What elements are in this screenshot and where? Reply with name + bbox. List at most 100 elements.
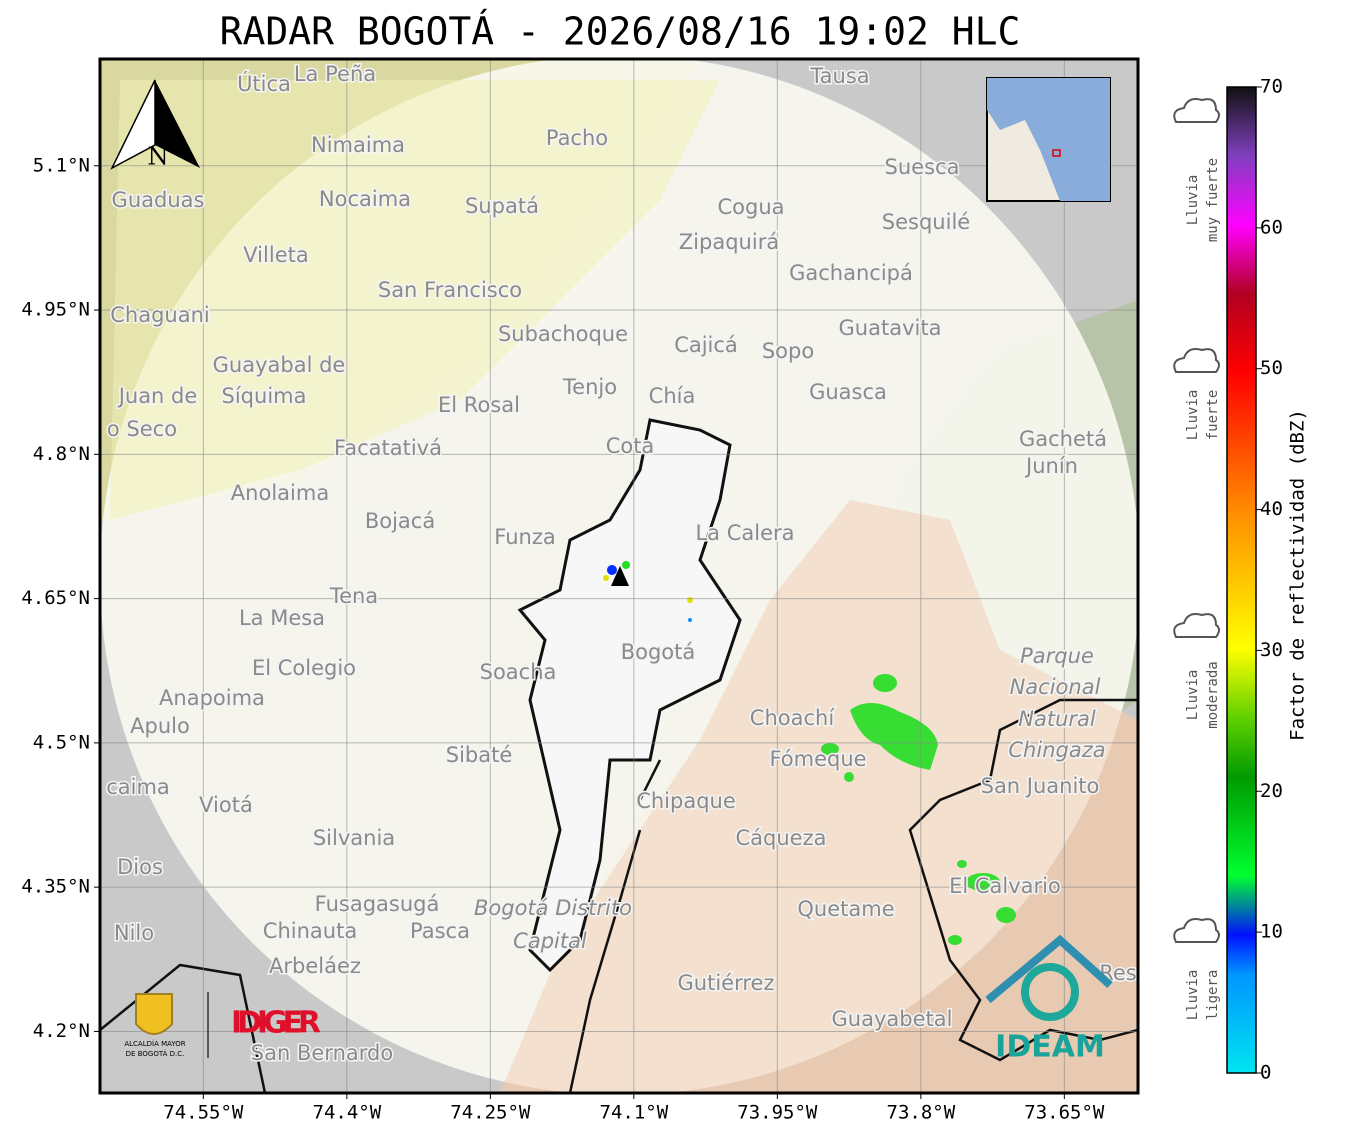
place-label: Sesquilé — [882, 210, 970, 234]
colorbar-tick-label: 0 — [1260, 1062, 1271, 1084]
colorbar-tick-label: 30 — [1260, 639, 1283, 661]
place-label: Nimaima — [311, 133, 405, 157]
place-label: San Francisco — [378, 278, 522, 302]
x-tick-label: 74.4°W — [313, 1102, 382, 1124]
place-label: Facatativá — [334, 436, 442, 460]
place-label: Suesca — [885, 155, 960, 179]
place-label: Gachetá — [1019, 427, 1107, 451]
rain-category-label: ligera — [1205, 970, 1221, 1021]
place-label: Fusagasugá — [315, 892, 440, 916]
rain-category-label: Lluvia — [1185, 970, 1201, 1021]
place-label: Capital — [513, 929, 587, 953]
north-label: N — [148, 143, 169, 171]
x-tick-label: 74.1°W — [600, 1102, 669, 1124]
place-label: Cota — [606, 434, 655, 458]
place-label: Bogotá Distrito — [474, 896, 632, 920]
place-label: Bojacá — [365, 509, 435, 533]
place-label: Anapoima — [159, 686, 265, 710]
place-label: Quetame — [797, 897, 894, 921]
map: Útica La Peña Tausa Pacho Nimaima Suesca Guadu… — [100, 59, 1138, 1093]
x-tick-label: 74.55°W — [163, 1102, 244, 1124]
place-label: Chinauta — [263, 919, 357, 943]
rain-category-label: Lluvia — [1185, 175, 1201, 226]
place-label: Pasca — [410, 919, 470, 943]
idiger-logo: IDIGER — [231, 1006, 321, 1041]
place-label: La Peña — [294, 62, 376, 86]
place-label: Choachí — [750, 706, 836, 730]
colorbar-tick-label: 20 — [1260, 780, 1283, 802]
place-label: Fómeque — [769, 747, 866, 771]
place-label: Dios — [117, 855, 163, 879]
colorbar-tick-label: 10 — [1260, 921, 1283, 943]
place-label: Villeta — [243, 243, 308, 267]
y-tick-label: 4.5°N — [33, 731, 90, 753]
place-label: Apulo — [130, 714, 190, 738]
place-label: Guasca — [809, 380, 887, 404]
place-label: Arbeláez — [269, 954, 361, 978]
place-label: Gutiérrez — [678, 971, 775, 995]
place-label: Guaduas — [112, 188, 205, 212]
title: RADAR BOGOTÁ - 2026/08/16 19:02 HLC — [220, 10, 1021, 54]
place-label: Anolaima — [231, 481, 329, 505]
place-label: Cogua — [717, 195, 784, 219]
x-tick-label: 73.65°W — [1024, 1102, 1105, 1124]
weather-icon — [1173, 98, 1220, 123]
x-tick-label: 74.25°W — [450, 1102, 531, 1124]
place-label: Pacho — [546, 126, 608, 150]
place-label: Chaguani — [110, 303, 210, 327]
colorbar-tick-label: 50 — [1260, 357, 1283, 379]
place-label: Supatá — [465, 194, 539, 218]
place-label: Bogotá — [621, 640, 696, 664]
place-label: Silvania — [313, 826, 395, 850]
place-label: Chipaque — [636, 789, 736, 813]
place-label: Cáqueza — [736, 826, 827, 850]
place-label: Nocaima — [319, 187, 411, 211]
y-tick-label: 4.2°N — [33, 1020, 90, 1042]
place-label: La Mesa — [239, 606, 325, 630]
colorbar — [1226, 86, 1257, 1074]
place-label: El Calvario — [949, 874, 1061, 898]
colorbar-tick-label: 70 — [1260, 76, 1283, 98]
x-tick-label: 73.95°W — [737, 1102, 818, 1124]
weather-icon — [1173, 348, 1220, 373]
y-tick-label: 4.8°N — [33, 443, 90, 465]
colorbar-tick-label: 40 — [1260, 498, 1283, 520]
place-label: La Calera — [695, 521, 794, 545]
place-label: San Juanito — [981, 774, 1100, 798]
place-label: Guayabetal — [832, 1007, 953, 1031]
place-label: Guatavita — [839, 316, 942, 340]
weather-icon — [1173, 613, 1220, 638]
place-label: Parque — [1020, 644, 1094, 668]
rain-category-label: moderada — [1205, 661, 1221, 728]
place-label: Guayabal de — [213, 353, 346, 377]
map-frame — [98, 57, 1140, 1095]
place-label: El Rosal — [438, 393, 520, 417]
place-label: El Colegio — [252, 656, 356, 680]
y-tick-label: 4.95°N — [21, 299, 90, 321]
place-label: Síquima — [222, 384, 307, 408]
place-label: Gachancipá — [789, 261, 913, 285]
place-label: Tausa — [809, 64, 869, 88]
x-tick-label: 73.8°W — [887, 1102, 956, 1124]
place-label: Soacha — [480, 660, 557, 684]
place-label: Sopo — [762, 339, 814, 363]
rain-category-label: Lluvia — [1185, 670, 1201, 721]
rain-category-label: muy fuerte — [1205, 158, 1221, 242]
place-label: o Seco — [107, 417, 177, 441]
y-tick-label: 4.65°N — [21, 587, 90, 609]
ideam-logo: IDEAM — [995, 1030, 1105, 1065]
colorbar-label: Factor de reflectividad (dBZ) — [1287, 409, 1309, 741]
alcaldia-logo-text: DE BOGOTÁ D.C. — [126, 1049, 185, 1058]
place-label: Chingaza — [1008, 738, 1105, 762]
place-label: Nilo — [114, 921, 154, 945]
place-label: Viotá — [199, 793, 253, 817]
place-label: Natural — [1018, 707, 1096, 731]
place-label: Nacional — [1010, 675, 1101, 699]
place-label: Funza — [494, 525, 555, 549]
place-label: Cajicá — [674, 333, 738, 357]
place-label: caima — [106, 775, 170, 799]
rain-category-label: fuerte — [1205, 390, 1221, 441]
place-label: Sibaté — [446, 743, 513, 767]
place-label: San Bernardo — [251, 1041, 393, 1065]
